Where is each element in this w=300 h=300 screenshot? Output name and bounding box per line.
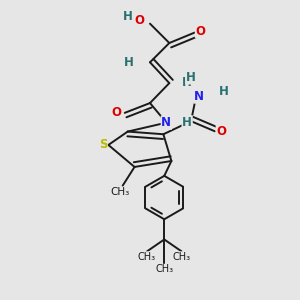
Text: N: N bbox=[194, 90, 204, 103]
Text: H: H bbox=[182, 76, 191, 89]
Text: H: H bbox=[182, 116, 192, 129]
Text: CH₃: CH₃ bbox=[138, 252, 156, 262]
Text: CH₃: CH₃ bbox=[111, 187, 130, 197]
Text: O: O bbox=[135, 14, 145, 27]
Text: O: O bbox=[196, 25, 206, 38]
Text: H: H bbox=[124, 56, 134, 69]
Text: O: O bbox=[111, 106, 122, 119]
Text: H: H bbox=[123, 10, 133, 23]
Text: H: H bbox=[219, 85, 229, 98]
Text: CH₃: CH₃ bbox=[172, 252, 190, 262]
Text: H: H bbox=[186, 71, 196, 84]
Text: O: O bbox=[216, 125, 226, 138]
Text: S: S bbox=[99, 138, 107, 151]
Text: CH₃: CH₃ bbox=[155, 264, 173, 274]
Text: N: N bbox=[161, 116, 171, 129]
